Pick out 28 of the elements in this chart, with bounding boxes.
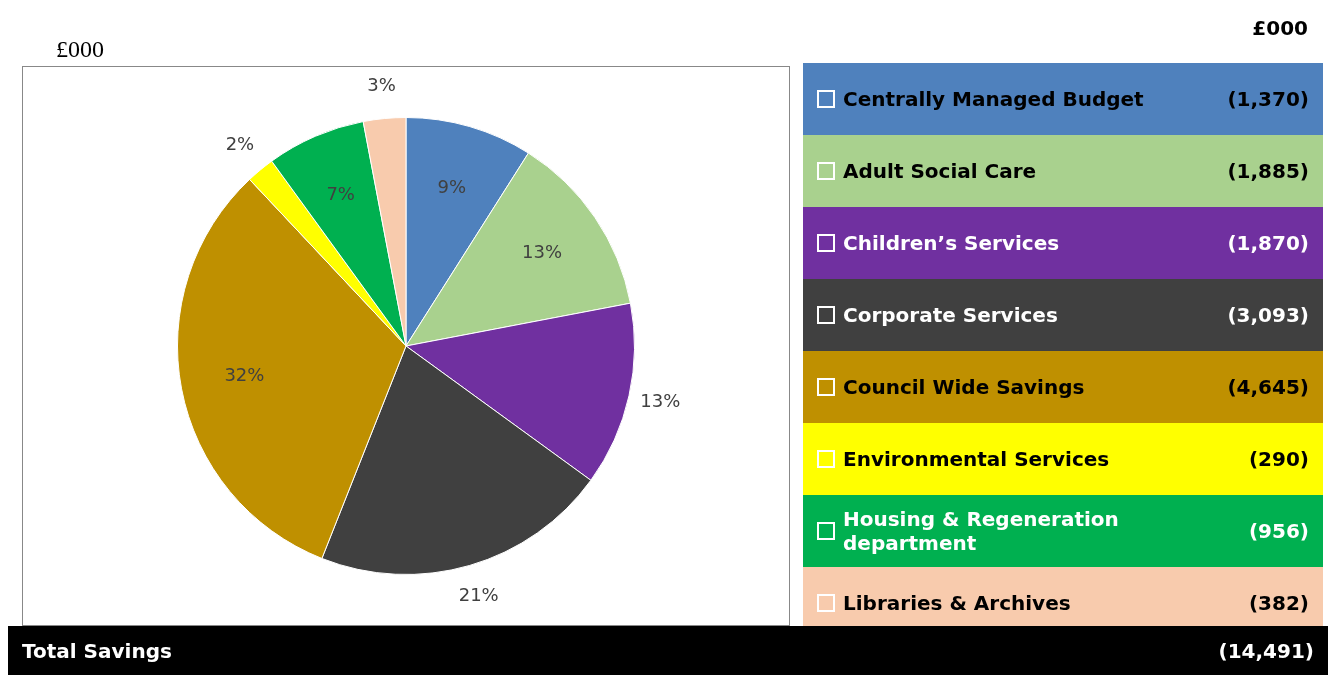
legend-label: Adult Social Care bbox=[843, 159, 1037, 183]
legend-label: Housing & Regeneration department bbox=[843, 507, 1120, 555]
text: (3,093) bbox=[1227, 303, 1309, 327]
text: (1,885) bbox=[1227, 159, 1309, 183]
legend-label: Children’s Services bbox=[843, 231, 1060, 255]
data-label: 7% bbox=[326, 182, 355, 204]
text: (1,870) bbox=[1227, 231, 1309, 255]
text: Total Savings bbox=[22, 638, 172, 663]
data-label: 2% bbox=[225, 132, 255, 154]
data-label: 32% bbox=[224, 364, 265, 386]
chart-title: £000 bbox=[56, 36, 104, 63]
text: (290) bbox=[1248, 447, 1309, 471]
legend-label: Council Wide Savings bbox=[843, 375, 1085, 399]
legend-label: Libraries & Archives bbox=[843, 591, 1071, 615]
legend-label: Centrally Managed Budget bbox=[843, 87, 1144, 111]
data-label: 9% bbox=[437, 175, 467, 197]
data-label: 13% bbox=[640, 390, 681, 412]
data-label: 21% bbox=[458, 583, 499, 605]
text: (956) bbox=[1248, 519, 1309, 543]
legend-label: Environmental Services bbox=[843, 447, 1110, 471]
text: (382) bbox=[1248, 591, 1309, 615]
data-label: 3% bbox=[367, 74, 396, 96]
legend-label: Corporate Services bbox=[843, 303, 1058, 327]
text: (1,370) bbox=[1227, 87, 1309, 111]
text: (4,645) bbox=[1227, 375, 1309, 399]
text: £000 bbox=[1252, 16, 1308, 40]
data-label: 13% bbox=[522, 241, 563, 263]
text: (14,491) bbox=[1218, 638, 1314, 663]
